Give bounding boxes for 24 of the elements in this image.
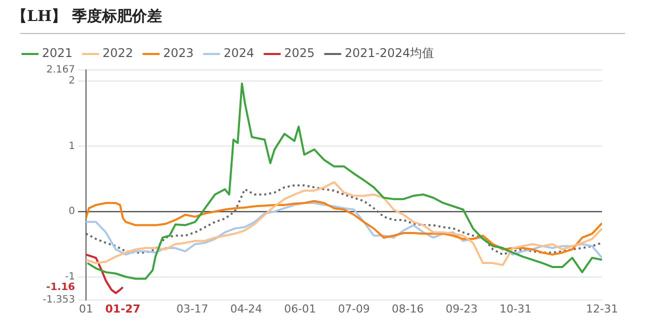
y-tick-label: -1.353	[42, 294, 75, 306]
x-tick-label: 01	[79, 302, 93, 316]
x-tick-label: 01-27	[105, 302, 140, 316]
x-tick-label: 10-31	[500, 302, 532, 316]
x-tick-label: 07-09	[338, 302, 370, 316]
legend-label: 2023	[163, 46, 194, 60]
legend-label: 2024	[224, 46, 254, 60]
x-tick-label: 03-17	[176, 302, 208, 316]
y-tick-label: -1.16	[46, 282, 76, 293]
y-tick-label: 0	[68, 206, 75, 218]
x-tick-label: 12-31	[586, 302, 618, 316]
x-tick-label: 08-16	[392, 302, 424, 316]
chart-title: 【LH】 季度标肥价差	[12, 6, 162, 25]
x-tick-label: 06-01	[284, 302, 316, 316]
legend-label: 2021	[42, 46, 73, 60]
legend-label: 2025	[284, 46, 315, 60]
x-tick-label: 04-24	[230, 302, 262, 316]
y-tick-label: -1	[65, 271, 75, 282]
legend-label: 2022	[102, 46, 134, 60]
legend-label: 2021-2024均值	[344, 46, 434, 60]
y-tick-label: 1	[68, 140, 75, 152]
x-tick-label: 09-23	[446, 302, 478, 316]
y-tick-label: 2	[68, 75, 75, 86]
y-tick-label: 2.167	[46, 64, 75, 76]
